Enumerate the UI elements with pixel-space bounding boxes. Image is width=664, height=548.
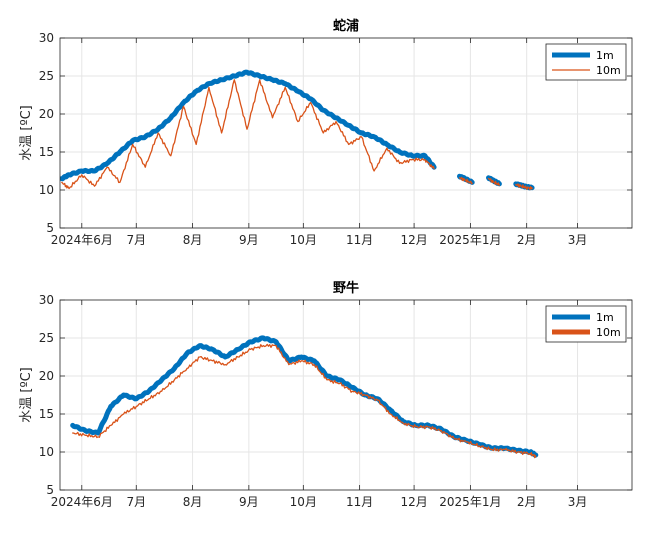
x-tick-label: 2025年1月 [439, 233, 501, 247]
x-tick-label: 9月 [239, 495, 259, 509]
y-tick-label: 15 [39, 145, 54, 159]
x-tick-label: 2月 [517, 495, 537, 509]
series-line-10m-seg2 [458, 176, 473, 185]
chart-panel-2: 5 10 15 20 25 30 2024年6月 7月 8月 9月 10月 11月 12月 2025年1月… [19, 280, 633, 509]
x-tick-label: 2月 [517, 233, 537, 247]
axes-box [59, 299, 633, 491]
legend-box [545, 305, 627, 343]
x-tick-label: 2024年6月 [51, 495, 113, 509]
y-tick-label: 5 [46, 483, 54, 497]
chart-panel-1: 5 10 15 20 25 30 2024年6月 7月 8月 9月 10月 11月 12月 2025年1月… [19, 18, 633, 247]
series-line-10m-seg4 [515, 183, 533, 191]
y-tick-label: 15 [39, 407, 54, 421]
y-tick-label: 25 [39, 331, 54, 345]
x-tick-label: 8月 [183, 495, 203, 509]
axes-box [59, 37, 633, 229]
x-tick-label: 3月 [568, 233, 588, 247]
series-1m [70, 335, 539, 458]
series-line-10m-seg1 [61, 79, 435, 190]
y-tick-label: 30 [39, 31, 54, 45]
y-axis-label: 水温 [ºC] [19, 367, 34, 422]
x-tick-label: 2025年1月 [439, 495, 501, 509]
x-tick-label: 2024年6月 [51, 233, 113, 247]
legend-label-1m: 1m [596, 49, 614, 62]
legend-label-10m: 10m [596, 326, 621, 339]
x-tick-label: 11月 [346, 495, 373, 509]
chart-title: 蛇浦 [333, 18, 359, 34]
x-tick-label: 10月 [290, 495, 317, 509]
series-line-1m-seg2 [457, 173, 475, 185]
x-tick-label: 3月 [568, 495, 588, 509]
y-tick-label: 5 [46, 221, 54, 235]
legend-label-1m: 1m [596, 311, 614, 324]
series-10m [72, 343, 537, 459]
chart-title: 野牛 [333, 280, 359, 296]
x-tick-label: 8月 [183, 233, 203, 247]
x-tick-label: 7月 [126, 495, 146, 509]
x-tick-label: 7月 [126, 233, 146, 247]
series-line-1m-seg1 [70, 335, 539, 458]
series-line-1m-seg1 [60, 69, 437, 182]
y-tick-label: 20 [39, 107, 54, 121]
x-tick-label: 12月 [400, 233, 427, 247]
legend-box [545, 43, 627, 81]
y-axis-label: 水温 [ºC] [19, 105, 34, 160]
x-tick-label: 10月 [290, 233, 317, 247]
x-tick-label: 9月 [239, 233, 259, 247]
series-10m [61, 79, 533, 191]
y-tick-label: 25 [39, 69, 54, 83]
y-tick-label: 10 [39, 183, 54, 197]
legend-label-10m: 10m [596, 64, 621, 77]
y-tick-label: 20 [39, 369, 54, 383]
x-tick-label: 11月 [346, 233, 373, 247]
x-tick-label: 12月 [400, 495, 427, 509]
series-line-10m-seg3 [487, 177, 501, 186]
y-tick-label: 10 [39, 445, 54, 459]
series-line-10m-seg1 [72, 343, 537, 459]
y-tick-label: 30 [39, 293, 54, 307]
